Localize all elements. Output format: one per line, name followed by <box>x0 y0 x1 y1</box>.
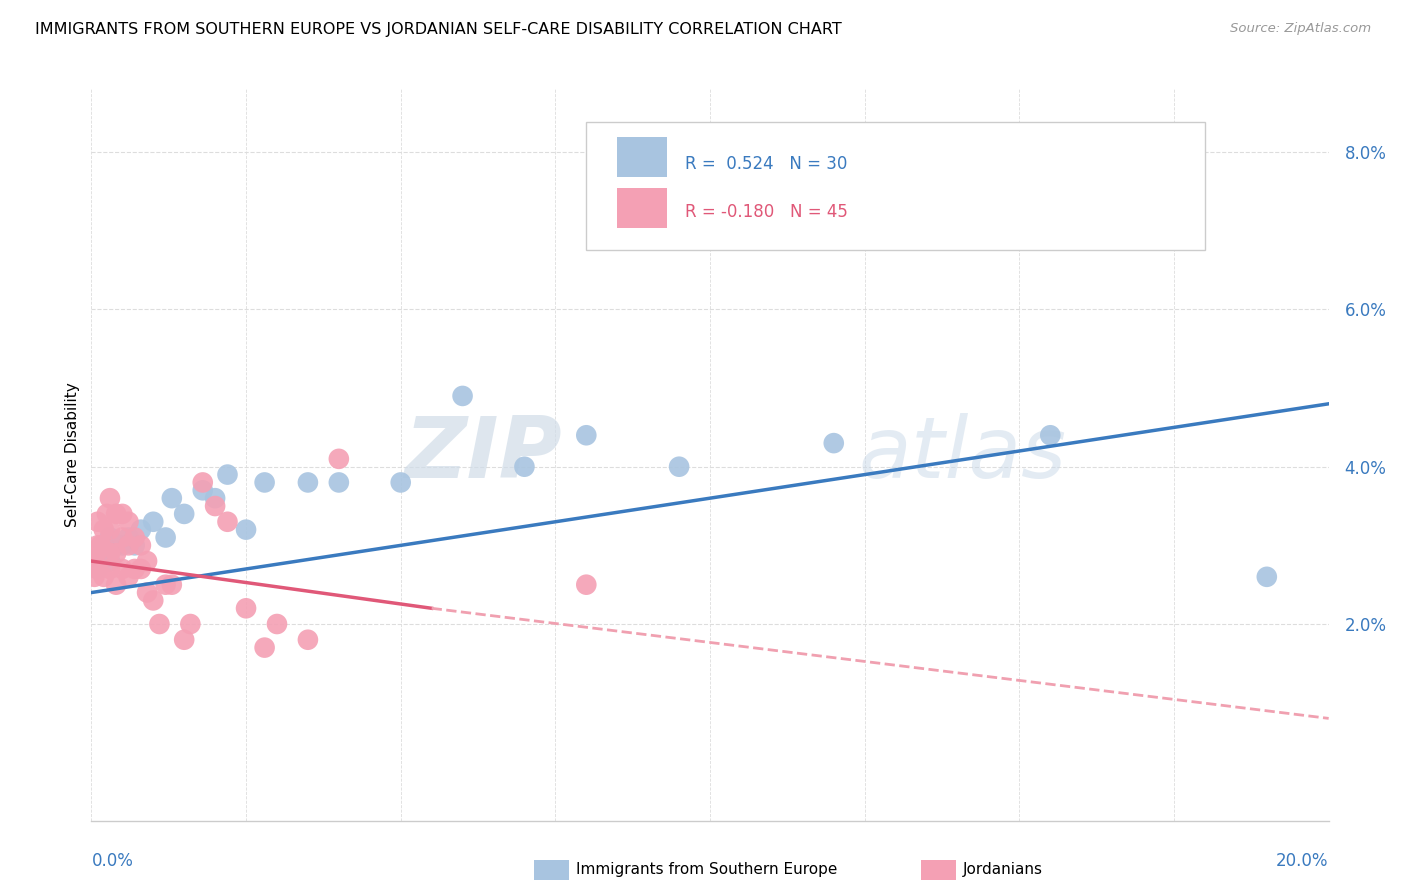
Point <box>191 475 214 490</box>
Point <box>575 577 598 591</box>
Point <box>389 475 412 490</box>
Point <box>129 538 152 552</box>
Point <box>191 483 214 498</box>
Point <box>823 436 845 450</box>
Point <box>575 428 598 442</box>
Point <box>117 538 139 552</box>
Point <box>124 562 146 576</box>
Point <box>668 459 690 474</box>
FancyBboxPatch shape <box>617 136 666 177</box>
Y-axis label: Self-Care Disability: Self-Care Disability <box>65 383 80 527</box>
Point <box>105 507 128 521</box>
Point <box>179 617 201 632</box>
Point <box>297 475 319 490</box>
Point <box>235 523 257 537</box>
Point <box>136 585 159 599</box>
Point <box>83 554 105 568</box>
Point <box>117 515 139 529</box>
Point <box>253 640 276 655</box>
Point <box>160 491 183 505</box>
Point <box>451 389 474 403</box>
Point <box>513 459 536 474</box>
Point <box>98 531 121 545</box>
Point <box>328 475 350 490</box>
Point <box>111 531 134 545</box>
Point <box>129 523 152 537</box>
Text: R =  0.524   N = 30: R = 0.524 N = 30 <box>685 155 848 173</box>
Point <box>117 570 139 584</box>
Point <box>96 507 118 521</box>
Point <box>98 491 121 505</box>
Point <box>297 632 319 647</box>
Point <box>1256 570 1278 584</box>
Text: atlas: atlas <box>859 413 1067 497</box>
FancyBboxPatch shape <box>617 188 666 228</box>
Point <box>93 523 115 537</box>
Point <box>160 577 183 591</box>
Point <box>204 499 226 513</box>
Point <box>82 554 104 568</box>
FancyBboxPatch shape <box>586 122 1205 250</box>
Text: Jordanians: Jordanians <box>963 863 1043 877</box>
Point <box>86 538 108 552</box>
Point <box>98 562 121 576</box>
Point <box>155 531 177 545</box>
Point <box>105 577 128 591</box>
Point <box>86 515 108 529</box>
Point <box>117 531 139 545</box>
Point <box>235 601 257 615</box>
Point <box>90 554 112 568</box>
Point <box>155 577 177 591</box>
Point <box>173 632 195 647</box>
Point <box>90 538 112 552</box>
Point <box>142 515 165 529</box>
Point <box>93 570 115 584</box>
Point <box>217 515 239 529</box>
Point <box>124 531 146 545</box>
Text: 0.0%: 0.0% <box>91 852 134 870</box>
Point <box>1039 428 1062 442</box>
Point <box>124 538 146 552</box>
Point <box>129 562 152 576</box>
Text: Immigrants from Southern Europe: Immigrants from Southern Europe <box>576 863 838 877</box>
Point <box>83 570 105 584</box>
Point <box>86 562 108 576</box>
Point <box>111 538 134 552</box>
Point <box>86 546 108 560</box>
Point <box>98 546 121 560</box>
Point <box>105 546 128 560</box>
Point <box>111 562 134 576</box>
Point <box>98 554 121 568</box>
Point <box>136 554 159 568</box>
Point <box>93 538 115 552</box>
Text: R = -0.180   N = 45: R = -0.180 N = 45 <box>685 202 848 220</box>
Text: 20.0%: 20.0% <box>1277 852 1329 870</box>
Text: Source: ZipAtlas.com: Source: ZipAtlas.com <box>1230 22 1371 36</box>
Text: IMMIGRANTS FROM SOUTHERN EUROPE VS JORDANIAN SELF-CARE DISABILITY CORRELATION CH: IMMIGRANTS FROM SOUTHERN EUROPE VS JORDA… <box>35 22 842 37</box>
Text: ZIP: ZIP <box>404 413 561 497</box>
Point <box>111 507 134 521</box>
Point <box>217 467 239 482</box>
Point <box>204 491 226 505</box>
Point <box>253 475 276 490</box>
Point <box>93 538 115 552</box>
Point <box>98 523 121 537</box>
Point <box>105 538 128 552</box>
Point <box>148 617 170 632</box>
Point <box>86 562 108 576</box>
Point <box>173 507 195 521</box>
Point <box>328 451 350 466</box>
Point <box>142 593 165 607</box>
Point <box>266 617 288 632</box>
